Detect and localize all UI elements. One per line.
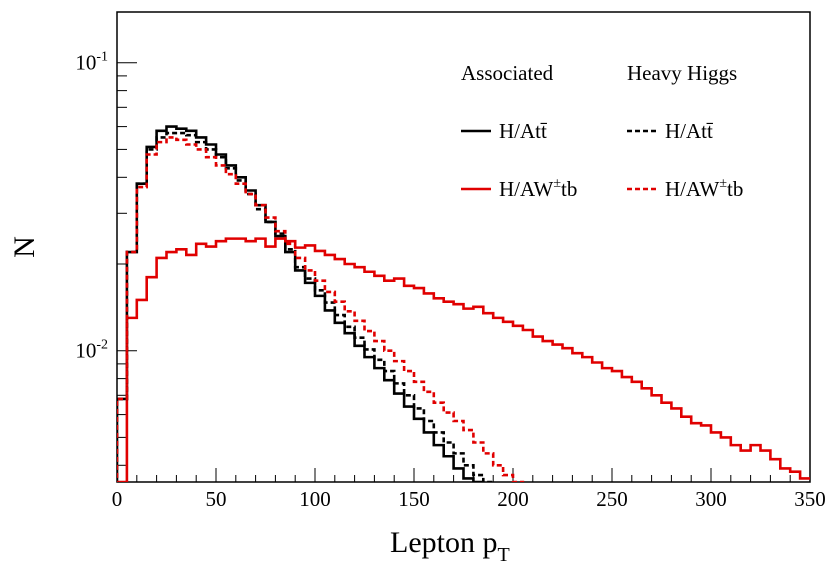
x-tick-label: 350 (794, 487, 826, 511)
legend-label: H/Att̄ (665, 119, 714, 143)
series-layer (117, 125, 810, 482)
legend-label-part: tb (727, 177, 743, 201)
x-tick-label: 200 (497, 487, 529, 511)
series-line-associated (117, 125, 485, 482)
y-tick-label: 10-2 (75, 338, 108, 363)
x-axis-title-subscript: T (497, 544, 509, 563)
legend-label-superscript: ± (719, 176, 727, 191)
x-tick-label: 250 (596, 487, 628, 511)
x-tick-label: 100 (299, 487, 331, 511)
legend-label: H/Att̄ (499, 119, 548, 143)
x-tick-label: 0 (112, 487, 123, 511)
series-line-associated (117, 237, 810, 482)
legend-label: H/AW±tb (665, 176, 743, 201)
x-tick-label: 300 (695, 487, 727, 511)
plot-frame (116, 11, 811, 483)
legend-label-superscript: ± (553, 176, 561, 191)
x-tick-label: 50 (206, 487, 227, 511)
y-axis-title: N (8, 236, 41, 258)
legend-label-part: H/AW (665, 177, 719, 201)
x-axis-title: Lepton pT (390, 526, 510, 563)
legend-label: H/AW±tb (499, 176, 577, 201)
y-tick-label: 10-1 (75, 50, 108, 75)
x-axis-title-main: Lepton p (390, 526, 497, 559)
y-tick-label-base: 10 (75, 51, 96, 75)
legend-header-associated: Associated (461, 61, 554, 85)
y-tick-label-exponent: -2 (96, 338, 108, 353)
legend: Associated Heavy Higgs H/Att̄H/AW±tbH/At… (461, 61, 743, 201)
legend-label-part: H/AW (499, 177, 553, 201)
y-tick-label-base: 10 (75, 339, 96, 363)
y-tick-label-exponent: -1 (96, 50, 108, 65)
legend-label-part: tb (561, 177, 577, 201)
x-tick-label: 150 (398, 487, 430, 511)
legend-header-heavy-higgs: Heavy Higgs (627, 61, 737, 85)
